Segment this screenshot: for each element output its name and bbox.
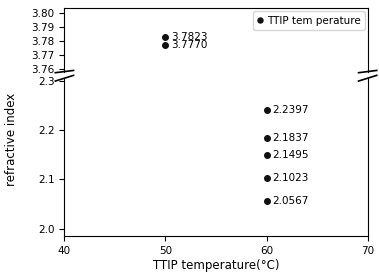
- Text: 3.7770: 3.7770: [171, 40, 207, 50]
- X-axis label: TTIP temperature(°C): TTIP temperature(°C): [153, 259, 279, 272]
- Line: TTIP tem perature: TTIP tem perature: [163, 35, 168, 48]
- TTIP tem perature: [163, 36, 168, 39]
- Legend: TTIP tem perature: TTIP tem perature: [253, 11, 365, 30]
- Text: 2.1837: 2.1837: [272, 133, 309, 143]
- TTIP tem perature: [163, 43, 168, 46]
- Text: 2.1495: 2.1495: [272, 150, 309, 160]
- Text: 2.2397: 2.2397: [272, 105, 309, 115]
- Text: 2.0567: 2.0567: [272, 196, 309, 206]
- Text: 3.7823: 3.7823: [171, 33, 208, 43]
- Text: refractive index: refractive index: [5, 92, 18, 186]
- Text: 2.1023: 2.1023: [272, 173, 309, 183]
